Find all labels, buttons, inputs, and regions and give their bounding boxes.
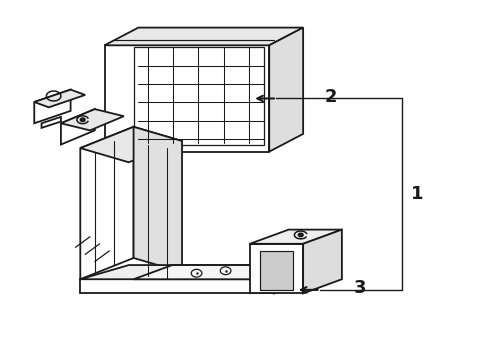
- Polygon shape: [260, 251, 294, 290]
- Polygon shape: [303, 230, 342, 293]
- Text: 3: 3: [354, 279, 367, 297]
- Polygon shape: [274, 265, 322, 293]
- Polygon shape: [80, 279, 274, 293]
- Polygon shape: [42, 117, 61, 128]
- Polygon shape: [134, 127, 182, 272]
- Polygon shape: [104, 28, 303, 45]
- Polygon shape: [34, 90, 85, 107]
- Polygon shape: [80, 265, 322, 279]
- Polygon shape: [61, 109, 124, 130]
- Text: 1: 1: [411, 185, 424, 203]
- Polygon shape: [34, 90, 71, 123]
- Polygon shape: [80, 127, 134, 279]
- Polygon shape: [250, 230, 342, 244]
- Polygon shape: [61, 109, 95, 145]
- Circle shape: [80, 118, 85, 122]
- Circle shape: [298, 233, 303, 237]
- Text: 2: 2: [325, 88, 338, 106]
- Polygon shape: [269, 28, 303, 152]
- Polygon shape: [104, 45, 269, 152]
- Polygon shape: [80, 127, 182, 162]
- Polygon shape: [134, 265, 289, 279]
- Polygon shape: [250, 244, 303, 293]
